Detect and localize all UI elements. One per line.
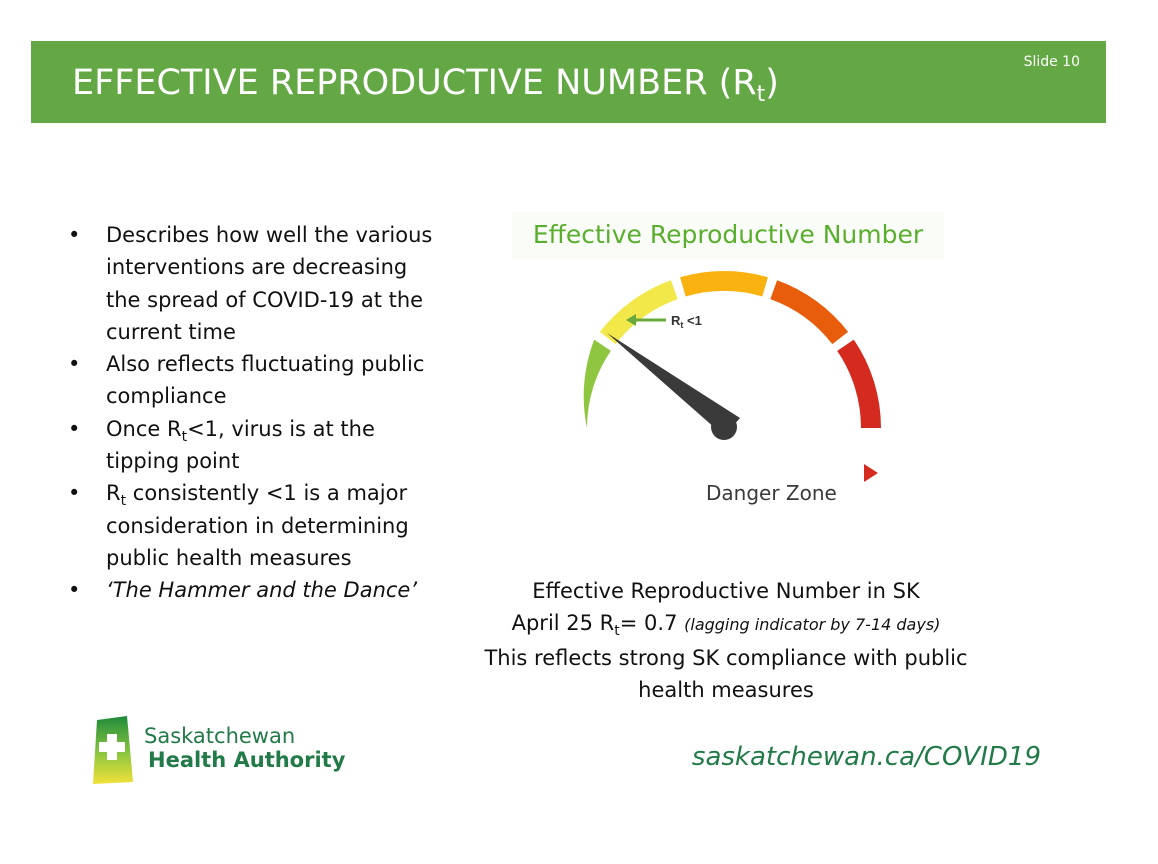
gauge-marker-label: Rt <1 xyxy=(671,313,702,330)
bullet-item: Also reflects fluctuating public complia… xyxy=(68,348,448,413)
sha-logo-icon xyxy=(93,716,133,784)
sk-rt-heading: Effective Reproductive Number in SK xyxy=(532,579,920,603)
bullet-item: Once Rt<1, virus is at the tipping point xyxy=(68,413,448,478)
gauge-segment xyxy=(599,280,678,345)
sha-logo: Saskatchewan Health Authority xyxy=(93,716,353,786)
gauge-marker-arrow xyxy=(626,314,666,326)
gauge-segment xyxy=(583,339,611,428)
gauge-title: Effective Reproductive Number xyxy=(532,220,924,249)
slide-title: EFFECTIVE REPRODUCTIVE NUMBER (Rt) xyxy=(72,63,779,107)
bullet-item: Describes how well the various intervent… xyxy=(68,219,448,348)
footer-website: saskatchewan.ca/COVID19 xyxy=(691,742,1041,772)
slide-header: EFFECTIVE REPRODUCTIVE NUMBER (Rt) Slide… xyxy=(31,41,1106,123)
gauge-title-panel: Effective Reproductive Number xyxy=(512,212,944,259)
sk-rt-summary: Effective Reproductive Number in SK Apri… xyxy=(470,575,982,707)
danger-zone-label: Danger Zone xyxy=(706,481,837,505)
sha-logo-line1: Saskatchewan xyxy=(144,724,296,748)
bullet-item: Rt consistently <1 is a major considerat… xyxy=(68,477,448,574)
gauge-segment xyxy=(837,339,881,428)
gauge-segment xyxy=(770,280,849,345)
gauge-segment xyxy=(680,271,768,297)
bullet-item: ‘The Hammer and the Dance’ xyxy=(68,574,448,607)
gauge-graphic: Rt <1 xyxy=(568,271,881,482)
gauge-needle xyxy=(607,333,740,436)
gauge-needle-hub xyxy=(711,414,737,440)
gauge-segments xyxy=(583,271,881,428)
sk-rt-explanation: This reflects strong SK compliance with … xyxy=(484,645,968,703)
sha-logo-line2: Health Authority xyxy=(148,748,346,772)
danger-zone-arrowhead xyxy=(864,464,878,482)
bullet-list: Describes how well the various intervent… xyxy=(68,219,448,607)
sk-rt-value: April 25 Rt= 0.7 (lagging indicator by 7… xyxy=(511,611,941,640)
slide-number: Slide 10 xyxy=(1023,54,1080,70)
